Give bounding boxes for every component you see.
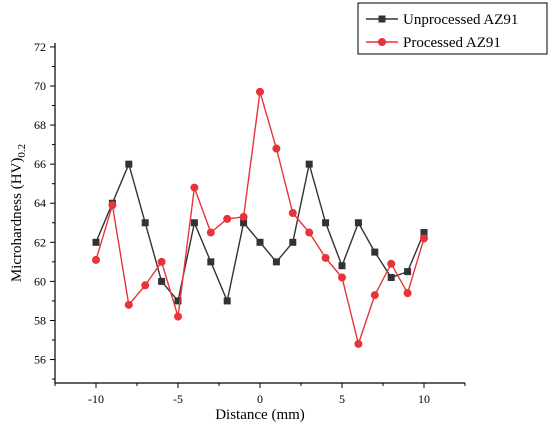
y-tick-label: 62 — [34, 235, 46, 249]
data-point — [256, 238, 264, 246]
data-point — [272, 144, 281, 153]
y-tick-label: 60 — [34, 274, 46, 288]
data-point — [141, 219, 149, 227]
data-point — [174, 297, 182, 305]
legend-marker — [378, 15, 386, 23]
data-point — [124, 300, 133, 309]
y-axis-title-main: Microhardness (HV) — [9, 158, 25, 283]
data-point — [206, 228, 215, 237]
x-tick-label: 0 — [257, 392, 263, 406]
y-tick-label: 72 — [34, 40, 46, 54]
data-point — [305, 160, 313, 168]
y-tick-label: 56 — [34, 353, 46, 367]
data-point — [174, 312, 182, 321]
y-tick-label: 64 — [34, 196, 46, 210]
data-point — [272, 258, 280, 266]
data-point — [420, 234, 428, 243]
data-point — [387, 259, 396, 268]
legend-label: Unprocessed AZ91 — [403, 12, 518, 28]
legend: Unprocessed AZ91 Processed AZ91 — [357, 2, 548, 55]
y-axis-title: Microhardness (HV)0.2 — [9, 144, 28, 282]
data-point — [370, 291, 379, 300]
data-point — [322, 219, 330, 227]
data-point — [223, 297, 231, 305]
data-point — [92, 255, 100, 264]
data-point — [288, 209, 297, 217]
data-point — [190, 219, 198, 227]
series-line — [95, 91, 425, 347]
data-point — [207, 258, 215, 266]
legend-item: Processed AZ91 — [366, 35, 501, 51]
data-point — [354, 219, 362, 227]
y-ticks: 56 58 60 62 64 66 68 70 72 — [34, 40, 55, 380]
series-line — [95, 161, 425, 304]
y-axis-title-subscript: 0.2 — [16, 144, 28, 158]
x-ticks: -10 -5 0 5 10 — [54, 383, 466, 406]
data-point — [125, 160, 133, 168]
x-axis-title: Distance (mm) — [215, 407, 305, 423]
legend-marker — [378, 38, 386, 46]
data-point — [338, 273, 346, 282]
legend-label: Processed AZ91 — [403, 35, 501, 51]
data-point — [338, 262, 346, 270]
x-tick-label: 5 — [339, 392, 345, 406]
data-point — [158, 277, 166, 285]
legend-box — [357, 2, 548, 55]
legend-item: Unprocessed AZ91 — [366, 12, 518, 28]
data-point — [321, 253, 330, 262]
y-tick-label: 66 — [34, 157, 46, 171]
data-point — [92, 238, 100, 246]
data-point — [239, 212, 248, 221]
data-point — [354, 339, 363, 348]
y-tick-label: 58 — [34, 313, 46, 327]
data-point — [141, 281, 150, 290]
data-point — [371, 248, 379, 256]
data-point — [190, 183, 199, 192]
series-layer — [92, 87, 428, 348]
data-point — [420, 229, 428, 237]
y-tick-label: 70 — [34, 79, 46, 93]
data-point — [404, 268, 412, 276]
data-point — [108, 201, 117, 210]
y-tick-label: 68 — [34, 118, 46, 132]
data-point — [387, 273, 395, 281]
data-point — [403, 289, 412, 298]
x-tick-label: 10 — [418, 392, 430, 406]
data-point — [256, 87, 264, 96]
data-point — [157, 257, 166, 266]
data-point — [223, 214, 232, 223]
data-point — [305, 228, 314, 237]
x-tick-label: -10 — [88, 392, 104, 406]
data-point — [289, 238, 297, 246]
data-point — [240, 219, 248, 227]
x-tick-label: -5 — [173, 392, 183, 406]
series-2 — [92, 87, 428, 348]
